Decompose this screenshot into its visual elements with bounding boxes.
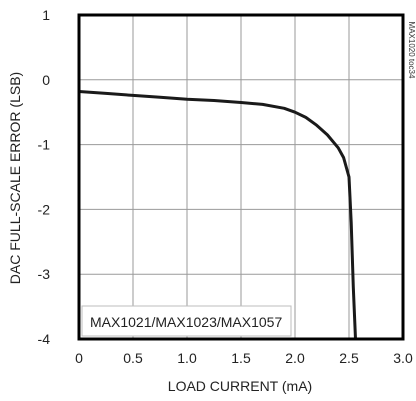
y-axis-title: DAC FULL-SCALE ERROR (LSB) <box>7 72 23 284</box>
y-tick-label: -4 <box>38 331 51 347</box>
x-tick-label: 1.5 <box>231 350 251 366</box>
x-tick-label: 3.0 <box>393 350 413 366</box>
y-tick-label: -1 <box>38 137 51 153</box>
x-tick-label: 1.0 <box>177 350 197 366</box>
x-axis-title: LOAD CURRENT (mA) <box>168 378 312 394</box>
figure-id: MAX1020 toc34 <box>407 22 416 79</box>
y-tick-label: -3 <box>38 266 51 282</box>
y-tick-label: 1 <box>42 7 50 23</box>
series-line <box>77 90 357 341</box>
y-tick-labels: 1 0 -1 -2 -3 -4 <box>38 7 51 347</box>
plot-frame <box>77 13 405 341</box>
y-tick-label: 0 <box>42 72 50 88</box>
x-tick-labels: 0 0.5 1.0 1.5 2.0 2.5 3.0 <box>75 350 413 366</box>
x-tick-label: 2.5 <box>339 350 359 366</box>
annotation-box: MAX1021/MAX1023/MAX1057 <box>81 305 292 337</box>
x-tick-label: 0 <box>75 350 83 366</box>
x-tick-label: 0.5 <box>123 350 143 366</box>
annotation-label: MAX1021/MAX1023/MAX1057 <box>90 314 282 330</box>
x-tick-label: 2.0 <box>285 350 305 366</box>
y-tick-label: -2 <box>38 201 51 217</box>
series-layer <box>77 90 357 341</box>
